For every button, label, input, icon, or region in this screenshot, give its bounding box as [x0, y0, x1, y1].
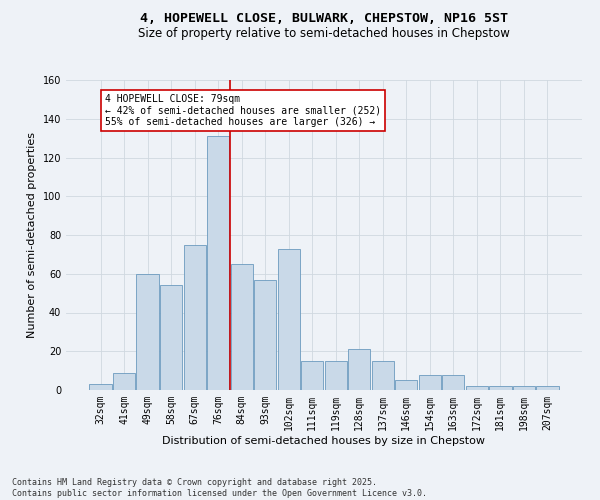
Bar — [442, 374, 464, 390]
Bar — [113, 372, 136, 390]
Bar — [184, 244, 206, 390]
Bar — [301, 361, 323, 390]
Bar — [254, 280, 277, 390]
Bar — [230, 264, 253, 390]
Bar — [325, 361, 347, 390]
Bar — [371, 361, 394, 390]
Bar — [512, 386, 535, 390]
Bar — [466, 386, 488, 390]
Bar — [89, 384, 112, 390]
Bar — [348, 350, 370, 390]
Bar — [395, 380, 418, 390]
Bar — [536, 386, 559, 390]
Bar — [136, 274, 159, 390]
X-axis label: Distribution of semi-detached houses by size in Chepstow: Distribution of semi-detached houses by … — [163, 436, 485, 446]
Bar — [419, 374, 441, 390]
Text: Size of property relative to semi-detached houses in Chepstow: Size of property relative to semi-detach… — [138, 28, 510, 40]
Bar — [160, 286, 182, 390]
Bar — [207, 136, 229, 390]
Bar — [278, 248, 300, 390]
Text: 4 HOPEWELL CLOSE: 79sqm
← 42% of semi-detached houses are smaller (252)
55% of s: 4 HOPEWELL CLOSE: 79sqm ← 42% of semi-de… — [106, 94, 382, 127]
Text: 4, HOPEWELL CLOSE, BULWARK, CHEPSTOW, NP16 5ST: 4, HOPEWELL CLOSE, BULWARK, CHEPSTOW, NP… — [140, 12, 508, 26]
Text: Contains HM Land Registry data © Crown copyright and database right 2025.
Contai: Contains HM Land Registry data © Crown c… — [12, 478, 427, 498]
Y-axis label: Number of semi-detached properties: Number of semi-detached properties — [27, 132, 37, 338]
Bar — [489, 386, 512, 390]
